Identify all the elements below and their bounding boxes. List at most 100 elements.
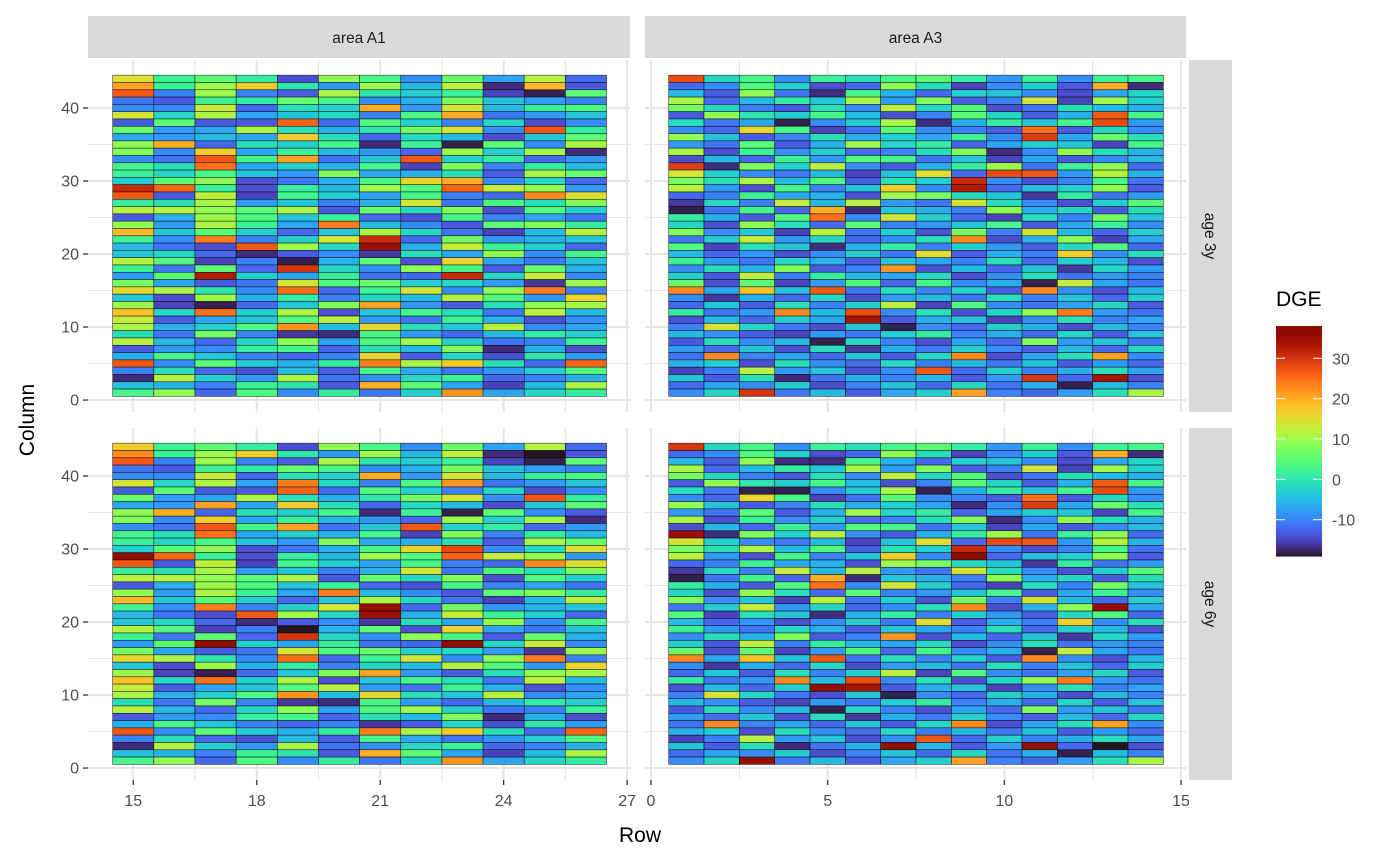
heatmap-cell (668, 610, 705, 619)
heatmap-cell (774, 603, 811, 612)
heatmap-cell (1092, 271, 1129, 280)
heatmap-cell (1092, 198, 1129, 207)
heatmap-cell (951, 184, 988, 193)
heatmap-cell (1057, 566, 1094, 575)
heatmap-cell (1127, 140, 1164, 149)
heatmap-cell (1021, 457, 1058, 466)
heatmap-cell (235, 545, 278, 553)
heatmap-cell (739, 493, 775, 502)
heatmap-cell (845, 566, 881, 575)
heatmap-cell (1021, 359, 1058, 368)
heatmap-cell (482, 523, 525, 532)
heatmap-cell (986, 632, 1023, 641)
colorbar-segment (1276, 518, 1322, 521)
heatmap-cell (1092, 323, 1129, 331)
heatmap-cell (951, 220, 988, 229)
heatmap-cell (951, 242, 988, 251)
heatmap-cell (153, 330, 196, 339)
heatmap-cell (482, 257, 525, 266)
heatmap-cell (951, 727, 988, 736)
heatmap-cell (880, 140, 917, 149)
heatmap-cell (112, 683, 155, 692)
heatmap-cell (482, 464, 525, 473)
heatmap-cell (809, 442, 846, 451)
heatmap-cell (318, 118, 360, 127)
heatmap-cell (739, 118, 775, 127)
heatmap-cell (845, 359, 881, 368)
heatmap-cell (523, 508, 566, 517)
heatmap-cell (809, 286, 846, 295)
heatmap-cell (565, 191, 607, 200)
heatmap-cell (235, 486, 278, 495)
heatmap-cell (986, 603, 1023, 612)
heatmap-cell (277, 366, 319, 375)
heatmap-cell (703, 250, 740, 258)
heatmap-cell (951, 625, 988, 634)
heatmap-cell (880, 486, 917, 495)
heatmap-cell (523, 654, 566, 663)
heatmap-cell (565, 727, 607, 736)
heatmap-cell (235, 191, 278, 200)
heatmap-cell (668, 712, 705, 721)
heatmap-cell (951, 632, 988, 641)
colorbar-segment (1276, 340, 1322, 343)
heatmap-cell (400, 559, 443, 568)
heatmap-cell (915, 242, 952, 251)
heatmap-cell (845, 315, 881, 324)
heatmap-cell (400, 588, 443, 597)
heatmap-cell (482, 352, 525, 361)
heatmap-cell (194, 683, 237, 692)
heatmap-cell (1127, 286, 1164, 295)
heatmap-cell (277, 235, 319, 244)
heatmap-cell (915, 625, 952, 634)
heatmap-cell (194, 457, 237, 466)
heatmap-cell (1057, 125, 1094, 134)
heatmap-cell (1057, 366, 1094, 375)
heatmap-cell (565, 457, 607, 466)
heatmap-cell (951, 308, 988, 317)
heatmap-cell (1092, 457, 1129, 466)
heatmap-cell (523, 323, 566, 331)
heatmap-cell (565, 177, 607, 185)
heatmap-cell (1021, 337, 1058, 346)
legend-title: DGE (1276, 288, 1322, 311)
heatmap-cell (986, 198, 1023, 207)
heatmap-cell (441, 581, 484, 590)
heatmap-cell (880, 169, 917, 178)
heatmap-cell (1021, 566, 1058, 575)
heatmap-cell (809, 352, 846, 361)
heatmap-cell (482, 457, 525, 466)
heatmap-cell (880, 647, 917, 656)
heatmap-cell (668, 669, 705, 678)
heatmap-cell (739, 698, 775, 707)
heatmap-cell (774, 315, 811, 324)
heatmap-cell (400, 647, 443, 656)
heatmap-cell (1021, 508, 1058, 517)
heatmap-cell (318, 493, 360, 502)
heatmap-cell (774, 242, 811, 251)
heatmap-cell (739, 257, 775, 266)
heatmap-cell (482, 493, 525, 502)
heatmap-cell (809, 74, 846, 83)
heatmap-cell (194, 727, 237, 736)
heatmap-cell (441, 286, 484, 295)
heatmap-cell (1021, 523, 1058, 532)
heatmap-cell (880, 472, 917, 480)
heatmap-cell (1092, 472, 1129, 480)
heatmap-cell (112, 720, 155, 729)
heatmap-cell (1057, 337, 1094, 346)
heatmap-cell (845, 559, 881, 568)
heatmap-cell (880, 286, 917, 295)
heatmap-cell (153, 661, 196, 670)
heatmap-cell (112, 486, 155, 495)
heatmap-cell (1021, 250, 1058, 258)
heatmap-cell (668, 374, 705, 383)
heatmap-cell (523, 169, 566, 178)
heatmap-cell (1057, 74, 1094, 83)
heatmap-cell (565, 140, 607, 149)
heatmap-cell (194, 228, 237, 237)
heatmap-cell (774, 235, 811, 244)
heatmap-cell (400, 235, 443, 244)
heatmap-cell (809, 464, 846, 473)
heatmap-cell (359, 155, 402, 164)
